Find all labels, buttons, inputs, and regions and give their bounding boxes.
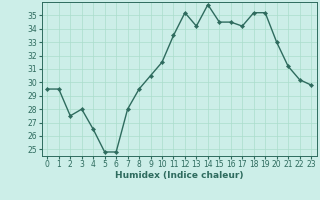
X-axis label: Humidex (Indice chaleur): Humidex (Indice chaleur) xyxy=(115,171,244,180)
